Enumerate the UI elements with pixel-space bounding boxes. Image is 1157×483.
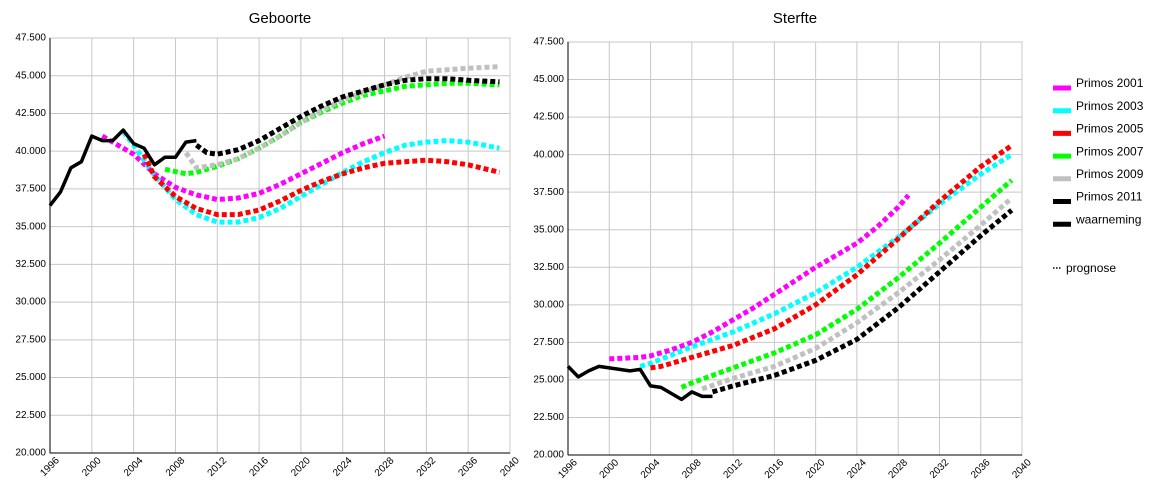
y-tick-label: 20.000 xyxy=(533,450,564,461)
y-tick-label: 30.000 xyxy=(533,299,564,310)
plot-area xyxy=(567,41,1023,456)
y-tick-label: 45.000 xyxy=(15,70,46,81)
x-tick-label: 2008 xyxy=(164,455,188,479)
series-line xyxy=(48,128,197,207)
legend-note: prognose xyxy=(1066,261,1116,275)
chart-title: Geboorte xyxy=(249,10,312,27)
y-tick-label: 25.000 xyxy=(15,372,46,383)
x-tick-label: 2040 xyxy=(498,455,522,479)
x-tick-label: 2008 xyxy=(680,457,704,481)
x-tick-label: 2012 xyxy=(206,455,230,479)
y-tick-label: 40.000 xyxy=(15,146,46,157)
y-tick-label: 25.000 xyxy=(533,375,564,386)
x-tick-label: 2036 xyxy=(969,457,993,481)
legend-label: Primos 2011 xyxy=(1076,190,1143,204)
legend-label: Primos 2005 xyxy=(1076,122,1144,136)
series-line xyxy=(194,76,500,157)
x-tick-label: 2024 xyxy=(331,455,355,479)
series-line xyxy=(164,80,500,177)
y-tick-label: 32.500 xyxy=(533,262,564,273)
y-tick-label: 37.500 xyxy=(15,184,46,195)
y-tick-label: 47.500 xyxy=(533,37,564,48)
y-tick-label: 22.500 xyxy=(533,412,564,423)
series-line xyxy=(141,153,501,218)
x-tick-label: 2016 xyxy=(247,455,271,479)
series-line xyxy=(121,130,500,225)
y-tick-label: 40.000 xyxy=(533,149,564,160)
series-line xyxy=(183,64,500,171)
x-tick-label: 2036 xyxy=(457,455,481,479)
x-tick-label: 2040 xyxy=(1010,457,1034,481)
chart-title: Sterfte xyxy=(773,10,817,27)
x-tick-label: 2028 xyxy=(373,455,397,479)
y-tick-label: 22.500 xyxy=(15,410,46,421)
x-tick-label: 2028 xyxy=(887,457,911,481)
series-line xyxy=(680,178,1014,390)
y-tick-label: 30.000 xyxy=(15,297,46,308)
y-tick-label: 42.500 xyxy=(15,108,46,119)
x-tick-label: 2032 xyxy=(415,455,439,479)
y-tick-label: 27.500 xyxy=(15,334,46,345)
x-tick-label: 2024 xyxy=(845,457,869,481)
x-tick-label: 2020 xyxy=(289,455,313,479)
y-tick-label: 20.000 xyxy=(15,448,46,459)
y-tick-label: 45.000 xyxy=(533,74,564,85)
x-tick-label: 2012 xyxy=(721,457,745,481)
legend-label: Primos 2003 xyxy=(1076,99,1144,113)
x-tick-label: 2004 xyxy=(122,455,146,479)
legend-label: Primos 2001 xyxy=(1076,76,1144,90)
x-tick-label: 2032 xyxy=(928,457,952,481)
y-tick-label: 37.500 xyxy=(533,187,564,198)
legend-label: Primos 2007 xyxy=(1076,144,1144,158)
plot-area xyxy=(49,37,511,454)
series-line xyxy=(701,196,1014,392)
y-tick-label: 35.000 xyxy=(15,221,46,232)
series-line xyxy=(650,143,1014,371)
y-tick-label: 42.500 xyxy=(533,112,564,123)
x-tick-label: 2016 xyxy=(763,457,787,481)
y-tick-label: 47.500 xyxy=(15,33,46,44)
x-tick-label: 2000 xyxy=(80,455,104,479)
legend-label: Primos 2009 xyxy=(1076,167,1144,181)
x-tick-label: 2000 xyxy=(598,457,622,481)
series-line xyxy=(609,193,911,362)
legend-label: waarneming xyxy=(1075,212,1141,226)
y-tick-label: 32.500 xyxy=(15,259,46,270)
series-line xyxy=(566,364,713,402)
y-tick-label: 27.500 xyxy=(533,337,564,348)
x-tick-label: 2004 xyxy=(639,457,663,481)
series-line xyxy=(639,152,1014,369)
y-tick-label: 35.000 xyxy=(533,224,564,235)
series-line xyxy=(711,208,1014,395)
x-tick-label: 2020 xyxy=(804,457,828,481)
